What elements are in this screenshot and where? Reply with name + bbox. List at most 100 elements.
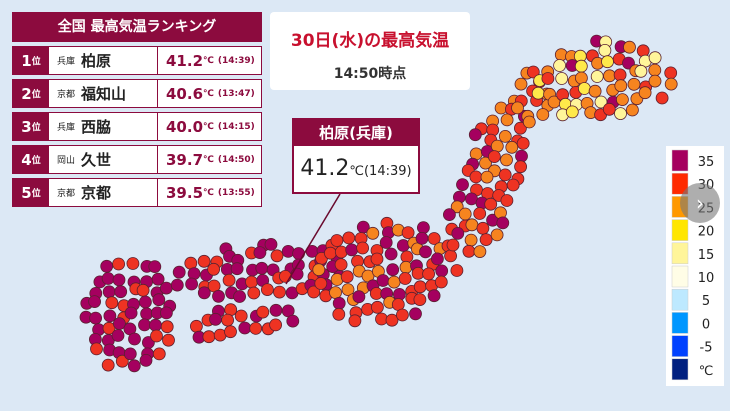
station-dot	[376, 274, 390, 287]
legend-swatch	[671, 265, 689, 288]
station-dot	[496, 216, 510, 230]
station-dot	[105, 296, 119, 310]
station-dot	[88, 295, 101, 309]
legend-swatch	[671, 242, 689, 265]
station-dot	[413, 293, 427, 307]
station-dot	[500, 153, 513, 167]
ranking-row: 3 位兵庫 西脇 40.0 ℃ (14:15)	[12, 112, 262, 141]
station-dot	[456, 178, 469, 192]
station-dot	[264, 237, 278, 251]
rank-number: 3	[21, 117, 32, 136]
station-dot	[636, 44, 650, 58]
station-dot	[442, 208, 456, 222]
station-dot	[395, 308, 409, 322]
station-dot	[458, 207, 472, 221]
station-dot	[511, 101, 524, 115]
station-dot	[387, 275, 401, 289]
station-dot	[103, 309, 117, 323]
station-dot	[490, 228, 504, 242]
station-dot	[136, 283, 150, 297]
obs-time: (13:55)	[217, 187, 255, 198]
legend: 35302520151050-5℃	[666, 146, 724, 386]
station-dot	[473, 207, 487, 220]
station-dot	[281, 244, 295, 258]
station-dot	[234, 309, 248, 323]
station-dot	[256, 305, 270, 319]
station-dot	[603, 69, 616, 83]
station-dot	[356, 241, 370, 255]
station-dot	[197, 254, 211, 268]
station-dot	[286, 314, 300, 328]
station-dot	[590, 70, 604, 83]
legend-scale: 35302520151050-5℃	[671, 149, 715, 381]
station-dot	[189, 319, 203, 333]
prefecture: 兵庫	[57, 123, 76, 133]
rank-suffix: 位	[31, 189, 41, 199]
prefecture: 岡山	[57, 156, 76, 166]
station-dot	[522, 115, 536, 129]
station-dot	[273, 285, 286, 299]
station-dot	[341, 283, 355, 297]
station-dot	[498, 129, 512, 143]
callout-pointer	[285, 193, 341, 285]
station-dot	[197, 286, 211, 300]
station-dot	[464, 233, 478, 247]
legend-swatch	[671, 219, 689, 241]
station-dot	[269, 318, 283, 332]
station-dot	[401, 226, 415, 240]
rank-number: 4	[21, 150, 32, 169]
legend-label: ℃	[699, 364, 714, 379]
station-dot	[575, 71, 588, 85]
station-dot	[307, 285, 321, 299]
city: 柏原	[81, 52, 112, 70]
station-dot	[126, 257, 140, 270]
header-title: 30日(水)の最高気温	[290, 31, 450, 51]
station-dot	[152, 293, 166, 307]
station-dot	[233, 290, 247, 303]
rank-number: 1	[21, 51, 32, 70]
temp-value: 39.7	[166, 150, 204, 169]
temp-unit: ℃	[203, 187, 214, 198]
next-button[interactable]: ›	[680, 183, 720, 223]
rank-number: 5	[21, 183, 32, 202]
station-dot	[655, 91, 669, 105]
obs-time: (14:39)	[217, 55, 255, 66]
station-dot	[352, 290, 366, 304]
station-dot	[598, 44, 612, 57]
station-dot	[172, 265, 186, 279]
station-dot	[415, 231, 429, 245]
station-dot	[249, 321, 263, 335]
station-dot	[323, 246, 337, 260]
station-dot	[329, 286, 342, 300]
station-dot	[127, 359, 141, 373]
legend-label: 35	[698, 155, 715, 170]
station-dot	[399, 260, 413, 274]
station-dot	[128, 332, 141, 346]
rank-suffix: 位	[31, 57, 41, 67]
station-dot	[450, 264, 464, 277]
station-dot	[100, 259, 114, 273]
callout: 柏原(兵庫) 41.2℃(14:39)	[292, 118, 420, 194]
station-dot	[648, 74, 662, 88]
ranking-title: 全国 最高気温ランキング	[12, 12, 262, 42]
station-dot	[148, 260, 162, 274]
station-dot	[465, 218, 479, 232]
city: 福知山	[81, 85, 127, 103]
station-dot	[614, 79, 628, 93]
station-dot	[170, 278, 184, 292]
station-dot	[159, 281, 173, 295]
station-dot	[202, 330, 216, 344]
station-dot	[514, 160, 527, 174]
obs-time: (14:15)	[217, 121, 255, 132]
station-dot	[484, 197, 498, 211]
station-dot	[384, 247, 398, 261]
station-dot	[446, 238, 460, 252]
station-dot	[515, 149, 528, 163]
temperature: 40.6 ℃ (13:47)	[157, 80, 255, 107]
station-dot	[479, 233, 493, 247]
station-dot	[634, 64, 648, 78]
city: 西脇	[81, 118, 112, 136]
station-dot	[553, 59, 566, 72]
temp-value: 40.6	[166, 84, 204, 103]
station-dot	[578, 82, 591, 95]
